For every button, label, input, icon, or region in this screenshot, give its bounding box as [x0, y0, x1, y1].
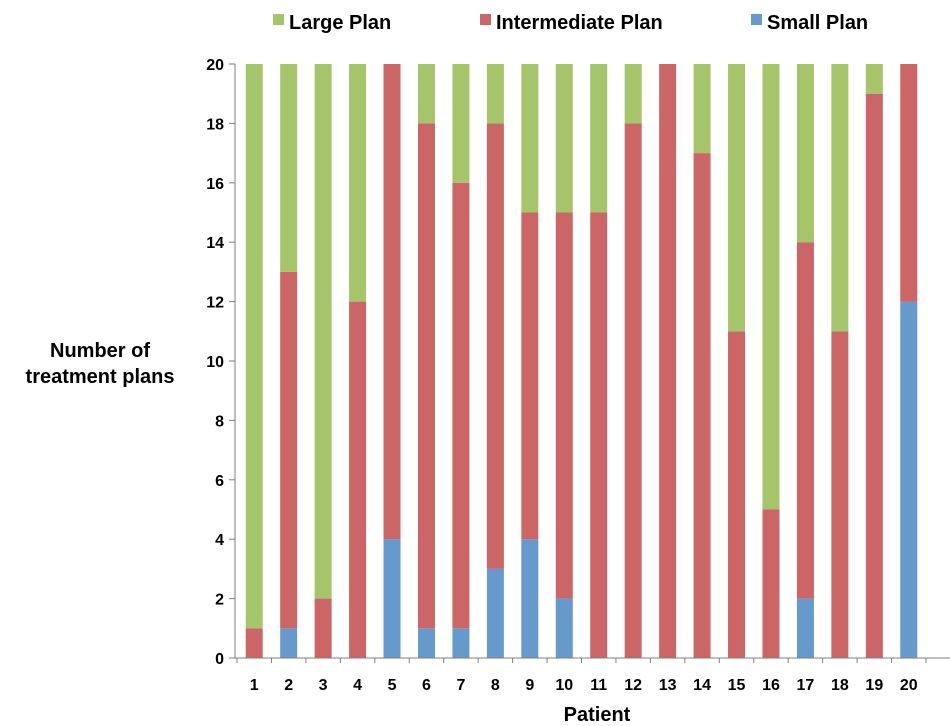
x-tick-label-8: 8 — [491, 677, 500, 694]
x-tick-label-10: 10 — [555, 677, 573, 694]
bar-segment-intermediate-plan-patient-18 — [831, 331, 849, 658]
y-tick-label-12: 12 — [206, 295, 224, 312]
bar-segment-intermediate-plan-patient-4 — [349, 301, 367, 658]
bar-segment-intermediate-plan-patient-20 — [900, 64, 918, 302]
x-tick-label-18: 18 — [831, 677, 849, 694]
x-tick-label-3: 3 — [319, 677, 328, 694]
bar-segment-large-plan-patient-3 — [314, 64, 332, 599]
bar-segment-intermediate-plan-patient-10 — [555, 212, 573, 599]
bar-segment-large-plan-patient-4 — [349, 64, 367, 302]
x-tick-label-2: 2 — [284, 677, 293, 694]
x-tick-label-1: 1 — [250, 677, 259, 694]
x-tick-label-9: 9 — [525, 677, 534, 694]
x-tick-label-14: 14 — [693, 677, 711, 694]
bar-segment-intermediate-plan-patient-9 — [521, 212, 539, 540]
legend-swatch-intermediate-plan — [480, 14, 491, 25]
y-tick-label-20: 20 — [206, 57, 224, 74]
x-tick-label-15: 15 — [728, 677, 746, 694]
bar-segment-intermediate-plan-patient-7 — [452, 182, 470, 629]
bar-segment-large-plan-patient-19 — [865, 64, 883, 94]
bar-segment-small-plan-patient-5 — [383, 539, 401, 658]
bar-segment-large-plan-patient-8 — [486, 64, 504, 124]
x-tick-label-12: 12 — [624, 677, 642, 694]
bar-segment-small-plan-patient-10 — [555, 598, 573, 658]
bar-segment-large-plan-patient-6 — [417, 64, 435, 124]
bar-segment-small-plan-patient-9 — [521, 539, 539, 658]
legend-swatch-small-plan — [751, 14, 762, 25]
bar-segment-intermediate-plan-patient-11 — [590, 212, 608, 658]
y-tick-label-2: 2 — [215, 592, 224, 609]
bar-segment-large-plan-patient-1 — [245, 64, 263, 629]
bar-segment-large-plan-patient-14 — [693, 64, 711, 154]
y-tick-label-6: 6 — [215, 473, 224, 490]
bar-segment-intermediate-plan-patient-5 — [383, 64, 401, 540]
bar-segment-small-plan-patient-2 — [280, 628, 298, 658]
legend-label-small-plan: Small Plan — [767, 12, 868, 34]
y-axis-title: Number of treatment plans — [26, 340, 175, 388]
bar-segment-small-plan-patient-20 — [900, 301, 918, 658]
x-tick-label-16: 16 — [762, 677, 780, 694]
y-tick-label-10: 10 — [206, 354, 224, 371]
bar-segment-intermediate-plan-patient-1 — [245, 628, 263, 658]
bar-segment-intermediate-plan-patient-6 — [417, 123, 435, 629]
legend-swatch-large-plan — [273, 14, 284, 25]
bar-segment-intermediate-plan-patient-12 — [624, 123, 642, 658]
bar-segment-small-plan-patient-17 — [796, 598, 814, 658]
x-tick-label-11: 11 — [590, 677, 607, 694]
y-axis-title-line-1: Number of — [50, 340, 150, 362]
bar-segment-intermediate-plan-patient-14 — [693, 153, 711, 658]
y-tick-label-4: 4 — [215, 532, 224, 549]
y-tick-label-14: 14 — [206, 235, 224, 252]
bar-segment-large-plan-patient-10 — [555, 64, 573, 213]
y-tick-label-18: 18 — [206, 116, 224, 133]
bars-group — [245, 64, 918, 658]
bar-segment-intermediate-plan-patient-13 — [659, 64, 677, 658]
legend: Large Plan Intermediate Plan Small Plan — [273, 12, 868, 34]
x-tick-label-19: 19 — [865, 677, 883, 694]
x-axis-title: Patient — [564, 704, 631, 726]
bar-segment-intermediate-plan-patient-3 — [314, 598, 332, 658]
x-tick-label-6: 6 — [422, 677, 431, 694]
legend-label-intermediate-plan: Intermediate Plan — [496, 12, 663, 34]
x-tick-label-17: 17 — [797, 677, 815, 694]
bar-segment-small-plan-patient-7 — [452, 628, 470, 658]
y-tick-label-16: 16 — [206, 176, 224, 193]
x-tick-label-20: 20 — [900, 677, 918, 694]
bar-segment-large-plan-patient-18 — [831, 64, 849, 332]
bar-segment-large-plan-patient-9 — [521, 64, 539, 213]
x-tick-label-7: 7 — [456, 677, 465, 694]
bar-segment-large-plan-patient-11 — [590, 64, 608, 213]
y-tick-label-8: 8 — [215, 413, 224, 430]
bar-segment-small-plan-patient-6 — [417, 628, 435, 658]
y-tick-label-0: 0 — [215, 651, 224, 668]
x-tick-label-5: 5 — [388, 677, 397, 694]
bar-segment-large-plan-patient-2 — [280, 64, 298, 272]
bar-segment-large-plan-patient-7 — [452, 64, 470, 183]
y-axis-title-line-2: treatment plans — [26, 366, 175, 388]
legend-label-large-plan: Large Plan — [289, 12, 391, 34]
x-tick-label-13: 13 — [659, 677, 677, 694]
bar-segment-intermediate-plan-patient-15 — [728, 331, 746, 658]
bar-segment-intermediate-plan-patient-16 — [762, 509, 780, 658]
bar-segment-intermediate-plan-patient-19 — [865, 93, 883, 658]
bar-segment-large-plan-patient-17 — [796, 64, 814, 243]
bar-segment-large-plan-patient-15 — [728, 64, 746, 332]
x-tick-label-4: 4 — [353, 677, 362, 694]
bar-segment-large-plan-patient-16 — [762, 64, 780, 510]
bar-segment-intermediate-plan-patient-2 — [280, 271, 298, 629]
bar-segment-intermediate-plan-patient-8 — [486, 123, 504, 569]
bar-segment-small-plan-patient-8 — [486, 568, 504, 658]
bar-segment-large-plan-patient-12 — [624, 64, 642, 124]
bar-segment-intermediate-plan-patient-17 — [796, 242, 814, 599]
